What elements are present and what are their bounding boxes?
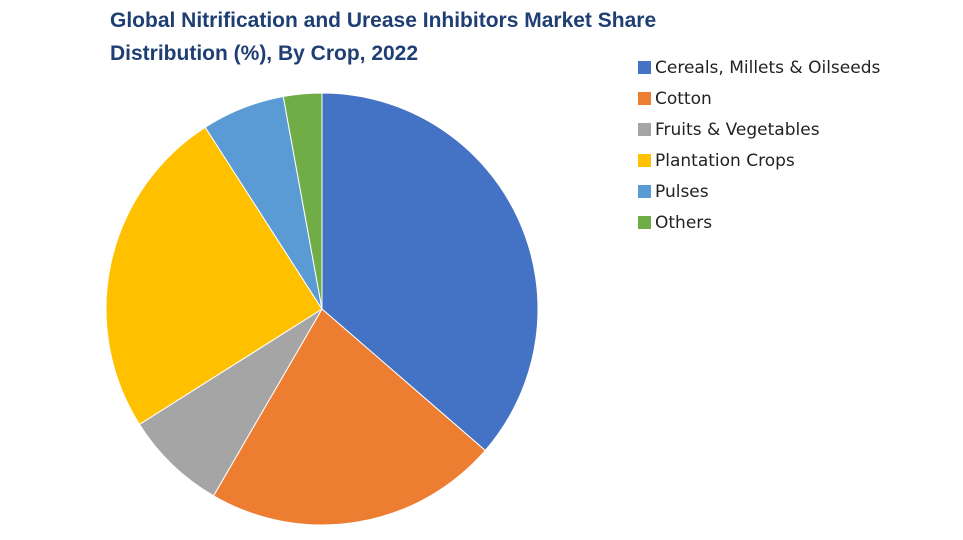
legend-swatch	[638, 216, 651, 229]
chart-title-line-2: Distribution (%), By Crop, 2022	[110, 42, 419, 65]
pie-slice	[138, 308, 323, 497]
legend-item: Cotton	[638, 83, 880, 114]
legend-swatch	[638, 92, 651, 105]
legend-item: Cereals, Millets & Oilseeds	[638, 52, 880, 83]
legend-item: Fruits & Vegetables	[638, 114, 880, 145]
legend-label: Others	[655, 212, 713, 233]
legend-item: Others	[638, 207, 880, 238]
legend-item: Pulses	[638, 176, 880, 207]
legend-label: Plantation Crops	[655, 150, 795, 171]
legend-swatch	[638, 123, 651, 136]
chart-title-line-1: Global Nitrification and Urease Inhibito…	[110, 9, 657, 32]
legend-label: Pulses	[655, 181, 709, 202]
legend-label: Cereals, Millets & Oilseeds	[655, 57, 881, 78]
legend-item: Plantation Crops	[638, 145, 880, 176]
legend-label: Cotton	[655, 88, 712, 109]
pie-slice	[212, 308, 486, 526]
chart-legend: Cereals, Millets & Oilseeds Cotton Fruit…	[638, 52, 880, 238]
legend-swatch	[638, 61, 651, 74]
legend-label: Fruits & Vegetables	[655, 119, 820, 140]
pie-slice	[105, 126, 323, 426]
pie-slice	[282, 92, 323, 310]
legend-swatch	[638, 185, 651, 198]
chart-title: Global Nitrification and Urease Inhibito…	[110, 4, 657, 70]
pie-slice	[321, 92, 539, 452]
legend-swatch	[638, 154, 651, 167]
